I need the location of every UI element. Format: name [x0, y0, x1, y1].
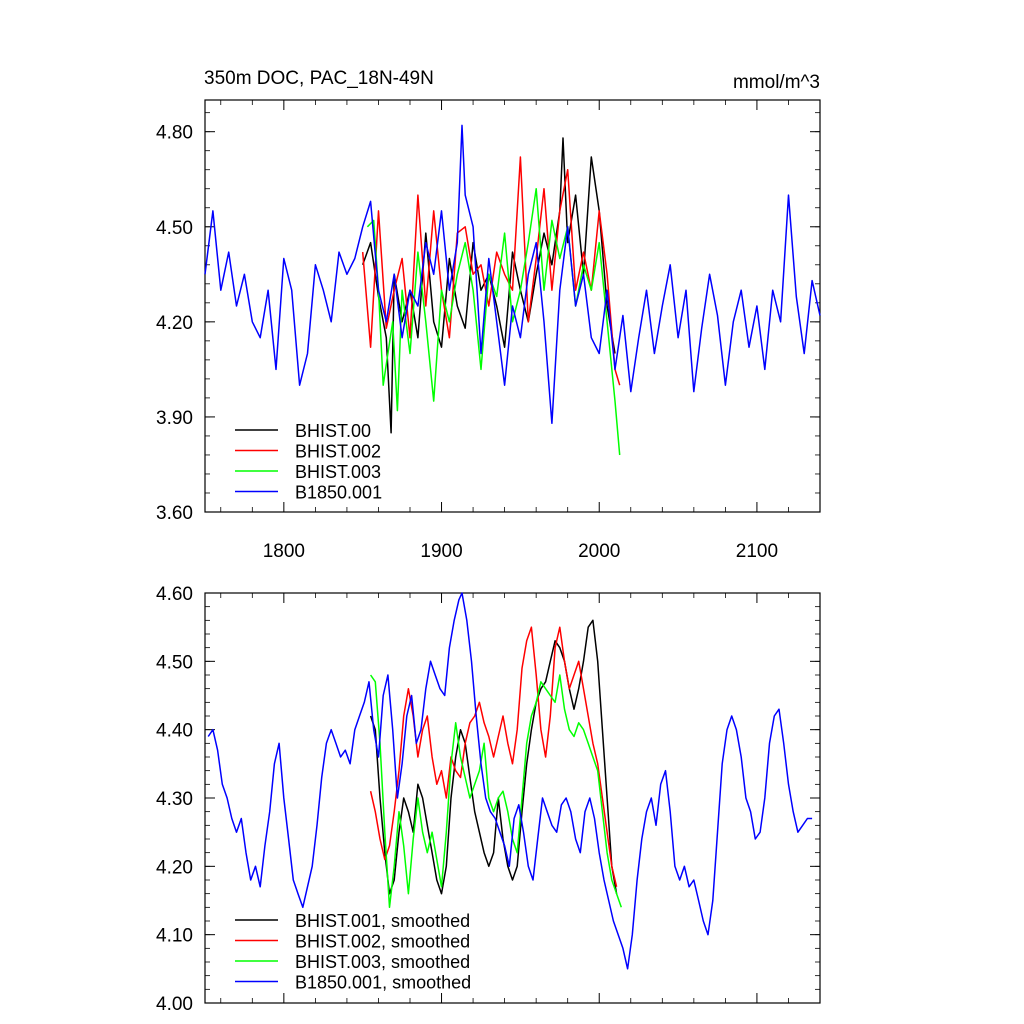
x-tick-label: 1800 — [263, 541, 305, 562]
bottom-series-group — [207, 592, 813, 970]
y-tick-label: 4.30 — [156, 789, 193, 810]
y-tick-label: 4.20 — [156, 857, 193, 878]
y-tick-label: 3.90 — [156, 408, 193, 429]
top-series-group — [204, 124, 821, 456]
bottom-series-line-b1850-001-smoothed — [207, 592, 813, 970]
top-axis-ticks: 3.60 3.90 4.20 4.50 4.80 1800 1900 2000 2100 — [156, 100, 821, 562]
chart-title: 350m DOC, PAC_18N-49N — [204, 68, 434, 89]
top-panel: 350m DOC, PAC_18N-49N mmol/m^3 3.60 3.90 4… — [156, 68, 821, 562]
legend-label: B1850.001 — [295, 483, 382, 503]
x-tick-label: 1900 — [420, 541, 462, 562]
legend-label: BHIST.003, smoothed — [295, 952, 470, 972]
legend-label: BHIST.001, smoothed — [295, 911, 470, 931]
legend-label: BHIST.003 — [295, 462, 381, 482]
y-tick-label: 4.50 — [156, 218, 193, 239]
chart-units: mmol/m^3 — [733, 72, 820, 93]
y-tick-label: 4.50 — [156, 652, 193, 673]
y-tick-label: 4.40 — [156, 721, 193, 742]
bottom-axis-ticks: 4.00 4.10 4.20 4.30 4.40 4.50 4.60 — [156, 584, 821, 1015]
legend-label: BHIST.00 — [295, 421, 371, 441]
bottom-panel: 4.00 4.10 4.20 4.30 4.40 4.50 4.60 BHIST.001, … — [156, 584, 821, 1015]
y-tick-label: 3.60 — [156, 503, 193, 524]
y-tick-label: 4.10 — [156, 926, 193, 947]
y-tick-label: 4.20 — [156, 313, 193, 334]
bottom-series-line-bhist-001-smoothed — [369, 619, 618, 895]
top-series-line-bhist-002 — [361, 156, 621, 386]
legend-label: B1850.001, smoothed — [295, 973, 471, 993]
legend-label: BHIST.002, smoothed — [295, 932, 470, 952]
top-plot-frame — [204, 99, 821, 513]
y-tick-label: 4.60 — [156, 584, 193, 605]
y-tick-label: 4.80 — [156, 123, 193, 144]
y-tick-label: 4.00 — [156, 994, 193, 1015]
legend-label: BHIST.002 — [295, 442, 381, 462]
bottom-series-line-bhist-003-smoothed — [369, 674, 623, 909]
x-tick-label: 2000 — [578, 541, 620, 562]
top-series-line-b1850-001 — [204, 124, 821, 425]
bottom-series-line-bhist-002-smoothed — [369, 626, 618, 887]
x-tick-label: 2100 — [736, 541, 778, 562]
